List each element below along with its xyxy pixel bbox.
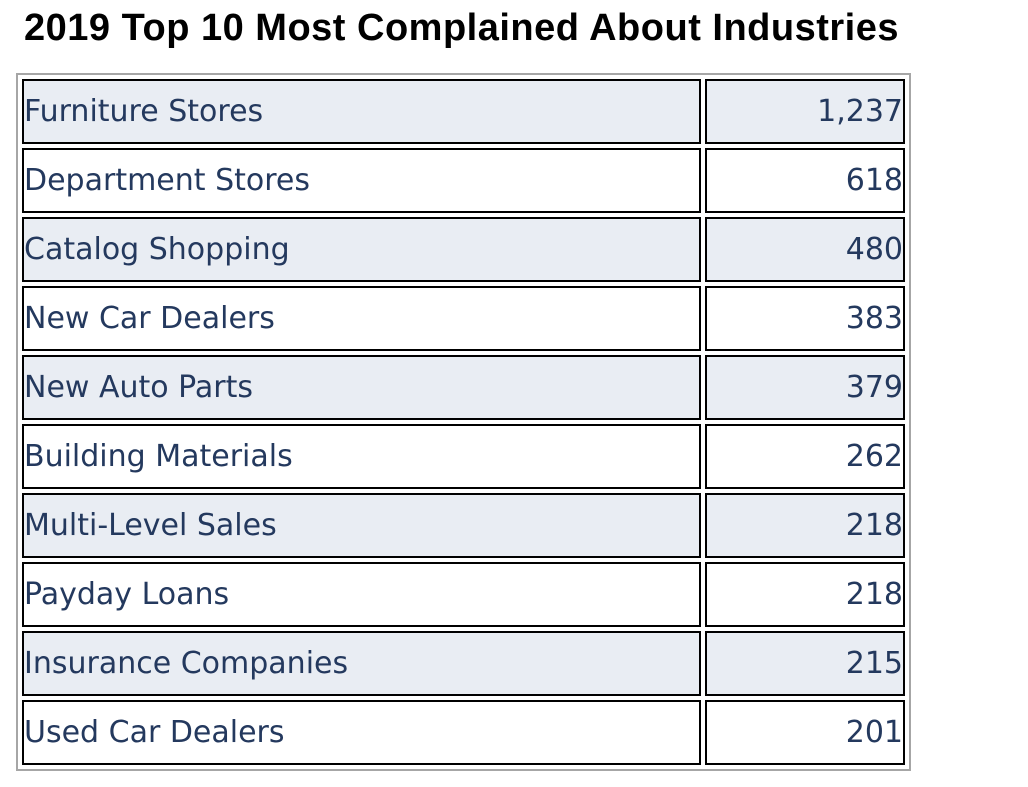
table-row: New Car Dealers 383	[22, 286, 905, 351]
table-row: Multi-Level Sales 218	[22, 493, 905, 558]
industry-cell: Used Car Dealers	[22, 700, 701, 765]
complaint-count-cell: 218	[705, 493, 905, 558]
complaints-table: Furniture Stores 1,237 Department Stores 61…	[16, 73, 911, 771]
industry-cell: Catalog Shopping	[22, 217, 701, 282]
complaint-count-cell: 215	[705, 631, 905, 696]
industry-cell: Furniture Stores	[22, 79, 701, 144]
complaint-count-cell: 218	[705, 562, 905, 627]
complaint-count-cell: 262	[705, 424, 905, 489]
table-row: Used Car Dealers 201	[22, 700, 905, 765]
industry-cell: Building Materials	[22, 424, 701, 489]
complaint-count-cell: 201	[705, 700, 905, 765]
complaint-count-cell: 618	[705, 148, 905, 213]
industry-cell: Department Stores	[22, 148, 701, 213]
table-row: Catalog Shopping 480	[22, 217, 905, 282]
complaints-table-body: Furniture Stores 1,237 Department Stores 61…	[22, 79, 905, 765]
industry-cell: New Car Dealers	[22, 286, 701, 351]
industry-cell: Insurance Companies	[22, 631, 701, 696]
table-row: Department Stores 618	[22, 148, 905, 213]
page-title: 2019 Top 10 Most Complained About Indust…	[24, 7, 899, 49]
table-row: Furniture Stores 1,237	[22, 79, 905, 144]
complaint-count-cell: 480	[705, 217, 905, 282]
table-row: Building Materials 262	[22, 424, 905, 489]
table-row: Insurance Companies 215	[22, 631, 905, 696]
complaint-count-cell: 379	[705, 355, 905, 420]
industry-cell: Multi-Level Sales	[22, 493, 701, 558]
table-row: Payday Loans 218	[22, 562, 905, 627]
industry-cell: New Auto Parts	[22, 355, 701, 420]
complaint-count-cell: 1,237	[705, 79, 905, 144]
industry-cell: Payday Loans	[22, 562, 701, 627]
complaint-count-cell: 383	[705, 286, 905, 351]
table-row: New Auto Parts 379	[22, 355, 905, 420]
